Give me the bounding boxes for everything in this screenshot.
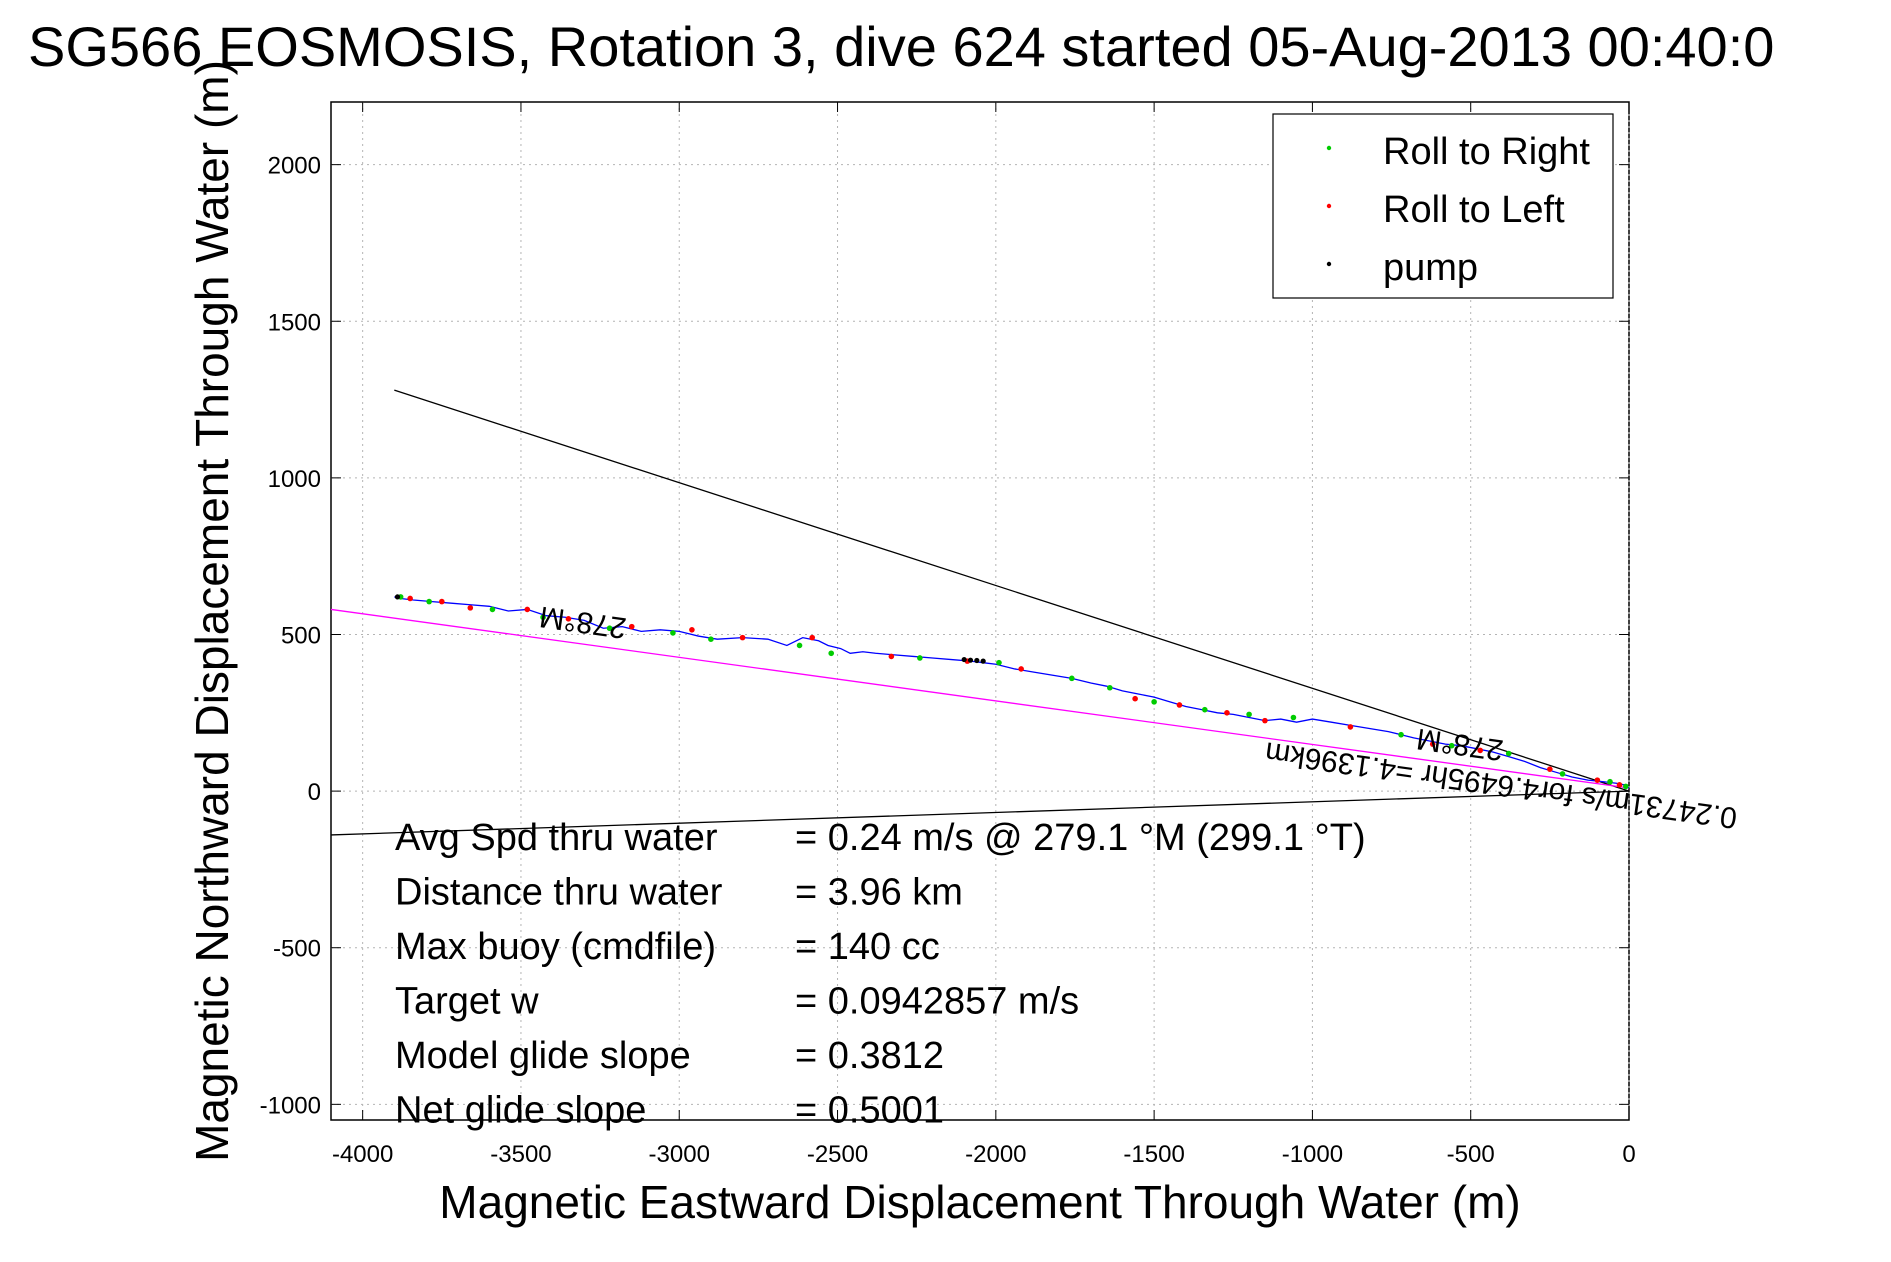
stat-value: = 140 cc <box>795 926 940 968</box>
y-tick-label: -1000 <box>260 1092 321 1119</box>
stat-value: = 3.96 km <box>795 872 963 914</box>
roll-left-point <box>888 653 895 660</box>
average-speed-line <box>330 608 1630 789</box>
stat-value: = 0.0942857 m/s <box>795 981 1079 1023</box>
y-tick-label: 1000 <box>268 466 321 493</box>
y-tick-label: -500 <box>273 936 321 963</box>
x-tick-label: -4000 <box>332 1141 393 1168</box>
roll-left-point <box>524 606 531 613</box>
roll-right-point <box>489 606 496 613</box>
roll-right-point <box>1069 675 1075 682</box>
x-axis-label: Magnetic Eastward Displacement Through W… <box>439 1176 1520 1228</box>
y-tick-label: 500 <box>281 622 321 649</box>
roll-right-point <box>1607 778 1613 785</box>
roll-left-point <box>809 634 816 641</box>
x-tick-label: 0 <box>1622 1141 1635 1168</box>
roll-left-point <box>1224 710 1230 716</box>
roll-right-point <box>1201 706 1208 713</box>
roll-left-point <box>1616 782 1623 788</box>
y-tick-label: 2000 <box>268 153 321 180</box>
stat-value: = 0.24 m/s @ 279.1 °M (299.1 °T) <box>795 817 1366 859</box>
roll-left-point <box>467 605 474 611</box>
roll-left-point <box>1132 695 1138 702</box>
roll-right-point <box>1398 731 1404 738</box>
legend-marker <box>1326 145 1332 151</box>
legend-label: Roll to Left <box>1383 189 1565 231</box>
roll-right-point <box>828 650 835 657</box>
plot-series <box>330 389 1630 836</box>
roll-left-point <box>407 595 413 602</box>
roll-left-point <box>1262 717 1268 724</box>
roll-left-point <box>1347 724 1354 730</box>
stat-label: Distance thru water <box>395 872 723 914</box>
pump-point <box>394 594 401 600</box>
pump-point <box>961 656 967 663</box>
legend-label: pump <box>1383 247 1478 289</box>
stat-label: Model glide slope <box>395 1035 691 1077</box>
roll-right-point <box>1505 750 1512 757</box>
roll-left-point <box>1018 666 1024 672</box>
x-tick-label: -3000 <box>649 1141 710 1168</box>
heading-line-upper <box>394 389 1630 792</box>
legend-marker <box>1326 261 1332 267</box>
roll-left-point <box>628 623 635 630</box>
legend-marker <box>1326 203 1332 209</box>
roll-right-point <box>1448 742 1455 749</box>
y-axis-label: Magnetic Northward Displacement Through … <box>186 60 238 1162</box>
stat-value: = 0.3812 <box>795 1035 944 1077</box>
y-tick-label: 0 <box>308 779 321 806</box>
roll-right-point <box>708 636 714 642</box>
roll-left-point <box>565 616 572 622</box>
roll-right-point <box>1290 714 1297 721</box>
y-tick-label: 1500 <box>268 309 321 336</box>
legend-label: Roll to Right <box>1383 131 1590 173</box>
chart-title: SG566 EOSMOSIS, Rotation 3, dive 624 sta… <box>28 15 1774 78</box>
roll-right-point <box>1623 783 1629 790</box>
roll-right-point <box>1151 699 1157 705</box>
roll-right-point <box>606 625 613 632</box>
roll-right-point <box>796 642 803 649</box>
stat-label: Max buoy (cmdfile) <box>395 926 716 968</box>
roll-left-point <box>689 626 695 633</box>
roll-right-point <box>917 655 923 661</box>
pump-point <box>974 657 980 664</box>
roll-right-point <box>540 614 546 621</box>
x-tick-label: -3500 <box>490 1141 551 1168</box>
x-tick-label: -1000 <box>1282 1141 1343 1168</box>
stat-label: Net glide slope <box>395 1090 646 1132</box>
grid-lines <box>331 102 1630 1120</box>
x-tick-label: -2500 <box>807 1141 868 1168</box>
pump-point <box>967 657 974 663</box>
roll-right-point <box>670 630 676 636</box>
roll-left-point <box>1547 766 1553 772</box>
pump-point <box>980 658 986 664</box>
roll-left-point <box>439 598 445 605</box>
roll-right-point <box>426 598 432 605</box>
roll-left-point <box>1594 777 1601 783</box>
roll-right-point <box>996 659 1002 666</box>
roll-right-point <box>1107 684 1113 691</box>
roll-right-point <box>1246 711 1252 718</box>
heading-line-lower <box>330 790 1630 836</box>
stats-block: Avg Spd thru water = 0.24 m/s @ 279.1 °M … <box>395 817 1366 1132</box>
stat-value: = 0.5001 <box>795 1090 944 1132</box>
roll-left-point <box>739 634 746 641</box>
x-tick-label: -1500 <box>1123 1141 1184 1168</box>
stat-label: Avg Spd thru water <box>395 817 718 859</box>
x-tick-label: -2000 <box>965 1141 1026 1168</box>
roll-left-point <box>1429 741 1436 747</box>
y-axis-ticks: -1000 -500 0 500 1000 1500 2000 <box>260 153 1629 1119</box>
roll-left-point <box>1176 702 1183 708</box>
roll-left-point <box>1477 747 1484 754</box>
roll-right-point <box>1559 771 1566 777</box>
legend: Roll to Right Roll to Left pump <box>1272 113 1614 299</box>
stat-label: Target w <box>395 981 539 1023</box>
x-axis-ticks: -4000 -3500 -3000 -2500 -2000 -1500 -1000 -500 0 <box>332 102 1636 1168</box>
x-tick-label: -500 <box>1447 1141 1495 1168</box>
